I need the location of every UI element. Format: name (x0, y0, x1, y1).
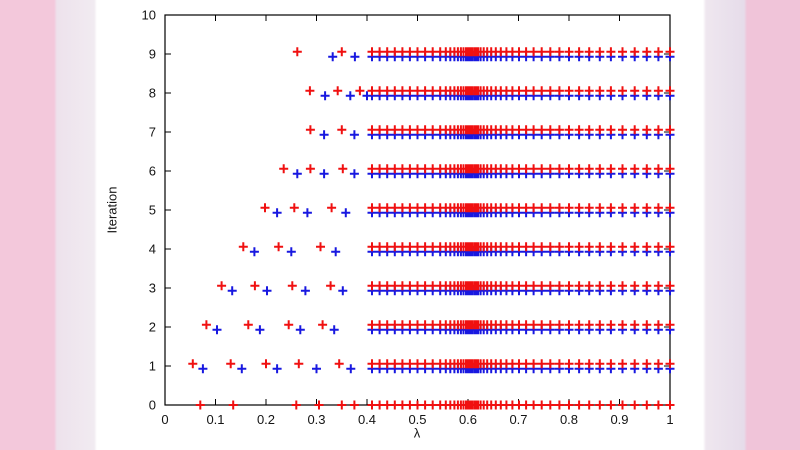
y-tick-label: 2 (149, 320, 156, 335)
blue-markers-iteration-4 (249, 247, 675, 257)
red-markers-iteration-4 (238, 242, 675, 252)
y-tick-label: 4 (149, 242, 156, 257)
red-markers-iteration-3 (217, 281, 675, 291)
y-tick-label: 1 (149, 359, 156, 374)
y-tick-label: 9 (149, 47, 156, 62)
y-tick-label: 8 (149, 86, 156, 101)
blue-markers-iteration-6 (292, 169, 675, 179)
x-tick-label: 0.4 (358, 412, 376, 427)
x-tick-label: 0.1 (206, 412, 224, 427)
x-tick-label: 0.3 (307, 412, 325, 427)
red-markers-iteration-0 (195, 400, 675, 410)
x-tick-label: 0.8 (560, 412, 578, 427)
y-tick-label: 3 (149, 281, 156, 296)
blue-markers-iteration-1 (198, 364, 675, 374)
blue-markers-iteration-3 (227, 286, 675, 296)
red-markers-iteration-8 (305, 86, 675, 96)
blue-markers-iteration-9 (328, 52, 675, 62)
x-tick-label: 0.5 (408, 412, 426, 427)
x-tick-label: 0.2 (257, 412, 275, 427)
red-markers-iteration-7 (305, 125, 675, 135)
x-tick-label: 1 (666, 412, 673, 427)
blue-markers-iteration-5 (272, 208, 675, 218)
y-tick-label: 5 (149, 203, 156, 218)
x-axis-label: λ (413, 425, 421, 441)
blue-markers-iteration-2 (212, 325, 675, 335)
x-tick-label: 0.6 (459, 412, 477, 427)
blue-markers-iteration-8 (320, 91, 675, 101)
red-markers-iteration-6 (279, 164, 675, 174)
x-tick-label: 0.7 (509, 412, 527, 427)
y-tick-label: 0 (149, 398, 156, 413)
y-axis-label: Iteration (104, 186, 120, 234)
red-markers-iteration-2 (201, 320, 675, 330)
y-tick-label: 7 (149, 125, 156, 140)
red-markers-iteration-1 (188, 359, 675, 369)
x-tick-label: 0 (161, 412, 168, 427)
y-tick-label: 10 (142, 8, 156, 23)
blue-markers-iteration-7 (319, 130, 675, 140)
red-markers-iteration-5 (260, 203, 675, 213)
y-tick-label: 6 (149, 164, 156, 179)
x-tick-label: 0.9 (610, 412, 628, 427)
red-markers-iteration-9 (292, 47, 675, 57)
